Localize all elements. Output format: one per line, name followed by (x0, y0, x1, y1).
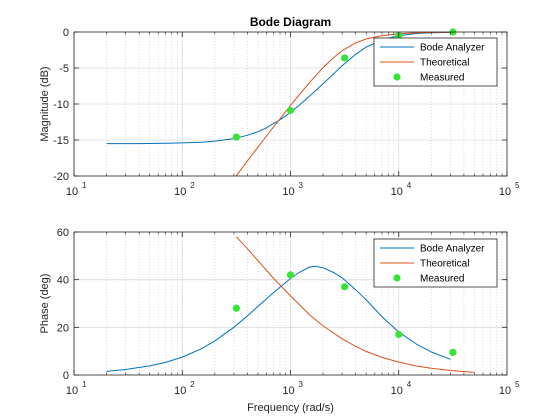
chart-title: Bode Diagram (250, 15, 331, 29)
measured-point (232, 133, 240, 141)
measured-point (341, 283, 349, 291)
magnitude-tick-labels: 10 1 10 2 10 3 10 4 10 5 -20 -15 -10 -5 0 (53, 27, 520, 198)
x-tick-label: 10 (174, 186, 186, 198)
phase-plot: 10 1 10 2 10 3 10 4 10 5 0 20 40 60 Frequency (rad/s)… (39, 227, 520, 414)
measured-point (286, 106, 295, 115)
y-tick-label: -5 (59, 63, 69, 75)
x-tick-label: 10 (391, 385, 403, 397)
legend-label-measured: Measured (420, 73, 464, 84)
x-tick-exponent: 5 (515, 380, 520, 389)
y-tick-label: 40 (57, 275, 69, 287)
x-tick-label: 10 (66, 385, 78, 397)
measured-point (449, 348, 457, 356)
x-tick-exponent: 2 (190, 380, 195, 389)
phase-legend: Bode Analyzer Theoretical Measured (373, 238, 498, 288)
measured-point (341, 54, 349, 62)
x-tick-label: 10 (174, 385, 186, 397)
legend-label-bode-analyzer: Bode Analyzer (420, 43, 485, 54)
x-tick-label: 10 (499, 186, 511, 198)
x-tick-label: 10 (282, 385, 294, 397)
phase-y-axis-label: Phase (deg) (39, 274, 51, 334)
legend-label-theoretical: Theoretical (420, 259, 469, 270)
phase-tick-labels: 10 1 10 2 10 3 10 4 10 5 0 20 40 60 (57, 227, 520, 397)
measured-point (395, 330, 403, 339)
x-tick-exponent: 1 (82, 181, 87, 190)
y-tick-label: 60 (57, 227, 69, 239)
x-tick-exponent: 2 (190, 181, 195, 190)
magnitude-ticks (73, 31, 508, 177)
legend-label-bode-analyzer: Bode Analyzer (420, 244, 485, 255)
legend-swatch-measured (393, 73, 401, 81)
phase-ticks (73, 231, 508, 376)
y-tick-label: 0 (63, 27, 69, 39)
x-tick-exponent: 3 (299, 181, 304, 190)
measured-point (286, 271, 295, 279)
x-tick-exponent: 4 (407, 380, 412, 389)
x-tick-label: 10 (499, 385, 511, 397)
x-tick-label: 10 (282, 186, 294, 198)
x-tick-label: 10 (66, 186, 78, 198)
x-axis-label: Frequency (rad/s) (247, 402, 334, 414)
measured-point (232, 304, 240, 312)
y-tick-label: 20 (57, 322, 69, 334)
magnitude-y-axis-label: Magnitude (dB) (39, 66, 51, 141)
phase-series (106, 236, 475, 373)
x-tick-exponent: 4 (407, 181, 412, 190)
x-tick-exponent: 1 (82, 380, 87, 389)
x-tick-exponent: 5 (515, 181, 520, 190)
magnitude-plot: 10 1 10 2 10 3 10 4 10 5 -20 -15 -10 -5 0 Bode Diagram… (39, 15, 520, 198)
y-tick-label: 0 (63, 370, 69, 382)
bode-analyzer-line (106, 265, 451, 372)
y-tick-label: -15 (53, 135, 69, 147)
x-tick-label: 10 (391, 186, 403, 198)
legend-swatch-measured (393, 274, 401, 282)
magnitude-legend: Bode Analyzer Theoretical Measured (373, 37, 498, 87)
legend-label-measured: Measured (420, 274, 464, 285)
theoretical-line (235, 236, 475, 373)
legend-label-theoretical: Theoretical (420, 58, 469, 69)
y-tick-label: -10 (53, 99, 69, 111)
y-tick-label: -20 (53, 171, 69, 183)
x-tick-exponent: 3 (299, 380, 304, 389)
